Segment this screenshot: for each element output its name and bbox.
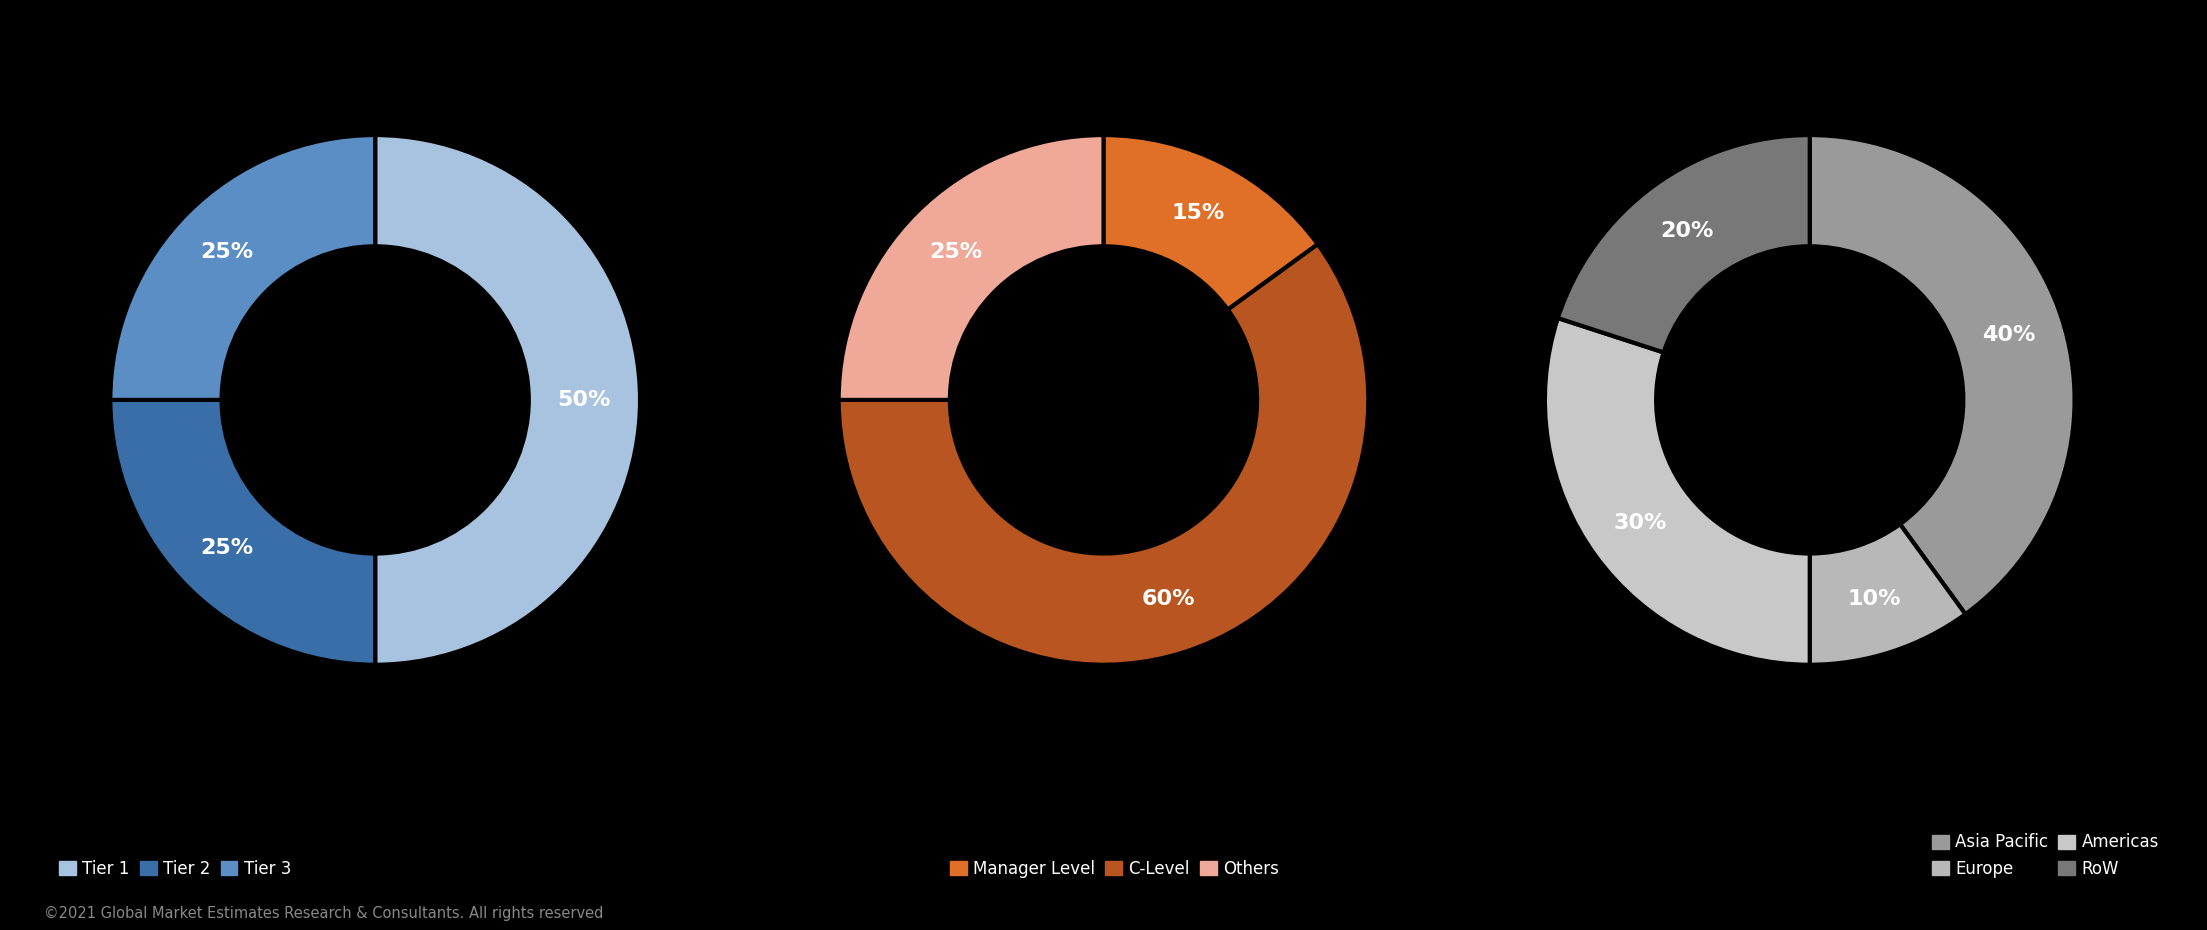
Legend: Tier 1, Tier 2, Tier 3: Tier 1, Tier 2, Tier 3: [53, 853, 298, 884]
Wedge shape: [110, 400, 375, 665]
Text: ©2021 Global Market Estimates Research & Consultants. All rights reserved: ©2021 Global Market Estimates Research &…: [44, 906, 603, 921]
Wedge shape: [375, 135, 640, 665]
Text: 40%: 40%: [1982, 326, 2035, 345]
Text: 15%: 15%: [1172, 204, 1225, 223]
Text: 60%: 60%: [1141, 589, 1194, 609]
Text: 25%: 25%: [201, 538, 254, 558]
Text: 30%: 30%: [1613, 512, 1666, 533]
Wedge shape: [1545, 318, 1810, 665]
Wedge shape: [1810, 525, 1966, 665]
Text: 10%: 10%: [1847, 589, 1900, 609]
Wedge shape: [1104, 135, 1318, 310]
Text: 25%: 25%: [201, 242, 254, 262]
Wedge shape: [1810, 135, 2075, 614]
Legend: Manager Level, C-Level, Others: Manager Level, C-Level, Others: [942, 853, 1287, 884]
Wedge shape: [110, 135, 375, 400]
Wedge shape: [839, 245, 1368, 665]
Text: 25%: 25%: [929, 242, 982, 262]
Legend: Asia Pacific, Europe, Americas, RoW: Asia Pacific, Europe, Americas, RoW: [1925, 827, 2165, 884]
Wedge shape: [1558, 135, 1810, 352]
Text: 50%: 50%: [558, 390, 611, 410]
Text: 20%: 20%: [1660, 220, 1713, 241]
Wedge shape: [839, 135, 1104, 400]
